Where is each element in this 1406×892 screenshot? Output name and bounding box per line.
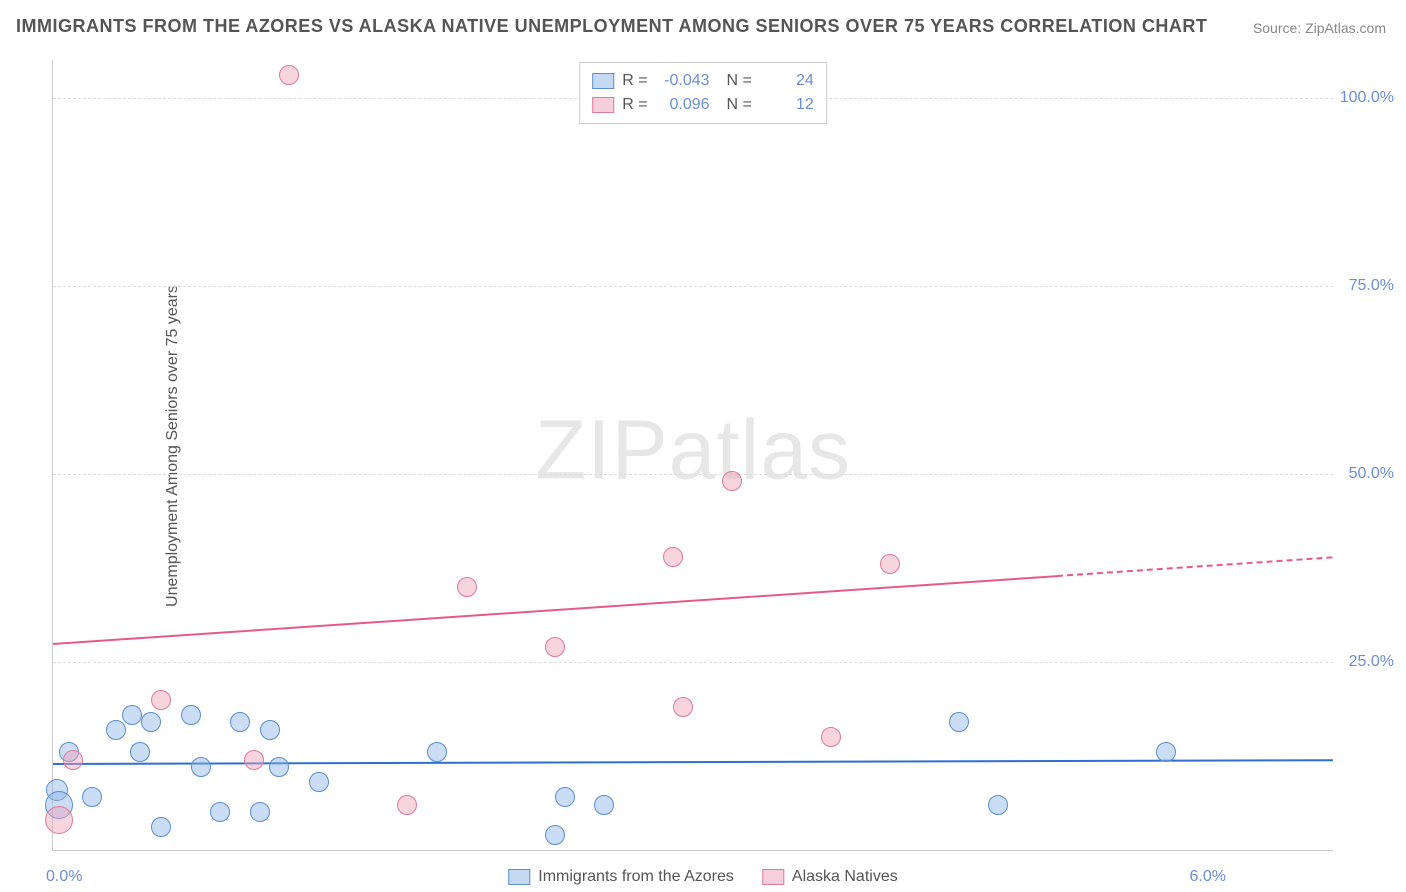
data-point (151, 690, 171, 710)
legend-r-label: R = (622, 93, 647, 117)
legend-n-value: 24 (760, 69, 814, 93)
data-point (191, 757, 211, 777)
data-point (427, 742, 447, 762)
data-point (555, 787, 575, 807)
data-point (594, 795, 614, 815)
data-point (230, 712, 250, 732)
y-tick-label: 100.0% (1340, 89, 1394, 107)
data-point (45, 806, 73, 834)
data-point (181, 705, 201, 725)
data-point (397, 795, 417, 815)
data-point (673, 697, 693, 717)
legend-n-value: 12 (760, 93, 814, 117)
data-point (663, 547, 683, 567)
data-point (722, 471, 742, 491)
trend-line (53, 575, 1057, 645)
chart-title: IMMIGRANTS FROM THE AZORES VS ALASKA NAT… (16, 16, 1207, 37)
data-point (545, 825, 565, 845)
watermark-zip: ZIP (535, 403, 669, 497)
data-point (250, 802, 270, 822)
data-point (309, 772, 329, 792)
watermark-atlas: atlas (669, 403, 851, 497)
x-tick-label: 0.0% (46, 868, 82, 886)
series-legend: Immigrants from the Azores Alaska Natives (508, 868, 897, 886)
legend-label: Immigrants from the Azores (538, 868, 734, 886)
y-tick-label: 50.0% (1349, 465, 1394, 483)
legend-r-value: -0.043 (656, 69, 710, 93)
gridline (53, 286, 1333, 287)
data-point (880, 554, 900, 574)
legend-r-label: R = (622, 69, 647, 93)
gridline (53, 474, 1333, 475)
data-point (949, 712, 969, 732)
legend-swatch (762, 869, 784, 885)
data-point (130, 742, 150, 762)
trend-line (1057, 557, 1333, 578)
legend-r-value: 0.096 (656, 93, 710, 117)
data-point (545, 637, 565, 657)
data-point (210, 802, 230, 822)
y-tick-label: 75.0% (1349, 277, 1394, 295)
data-point (122, 705, 142, 725)
data-point (260, 720, 280, 740)
data-point (82, 787, 102, 807)
data-point (988, 795, 1008, 815)
data-point (141, 712, 161, 732)
legend-label: Alaska Natives (792, 868, 898, 886)
legend-item: Alaska Natives (762, 868, 898, 886)
watermark: ZIPatlas (535, 402, 851, 499)
data-point (63, 750, 83, 770)
legend-row: R = -0.043 N = 24 (592, 69, 814, 93)
legend-swatch (508, 869, 530, 885)
data-point (106, 720, 126, 740)
correlation-legend: R = -0.043 N = 24 R = 0.096 N = 12 (579, 62, 827, 124)
scatter-plot-area: ZIPatlas (52, 60, 1333, 851)
data-point (269, 757, 289, 777)
legend-swatch (592, 73, 614, 89)
source-attribution: Source: ZipAtlas.com (1253, 20, 1386, 36)
legend-n-label: N = (718, 69, 752, 93)
y-tick-label: 25.0% (1349, 653, 1394, 671)
gridline (53, 662, 1333, 663)
data-point (457, 577, 477, 597)
x-tick-label: 6.0% (1190, 868, 1226, 886)
legend-item: Immigrants from the Azores (508, 868, 734, 886)
data-point (821, 727, 841, 747)
data-point (244, 750, 264, 770)
legend-n-label: N = (718, 93, 752, 117)
legend-swatch (592, 97, 614, 113)
data-point (1156, 742, 1176, 762)
legend-row: R = 0.096 N = 12 (592, 93, 814, 117)
data-point (279, 65, 299, 85)
data-point (151, 817, 171, 837)
